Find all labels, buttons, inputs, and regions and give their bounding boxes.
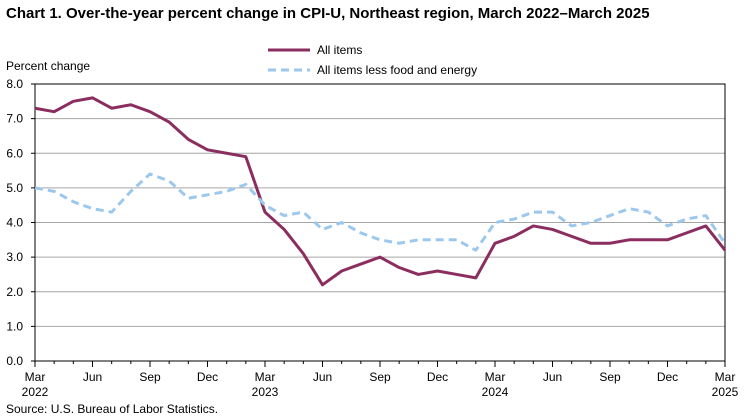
x-tick-year-label: 2025	[712, 385, 739, 399]
x-tick-year-label: 2022	[22, 385, 49, 399]
legend: All items All items less food and energy	[268, 43, 477, 77]
x-tick-label: Sep	[369, 370, 391, 384]
x-tick-label: Dec	[657, 370, 678, 384]
series-line-all-items	[34, 96, 727, 287]
y-tick-labels: 0.0 1.0 2.0 3.0 4.0 5.0 6.0 7.0 8.0	[6, 77, 23, 368]
y-tick-label: 3.0	[6, 250, 23, 264]
y-tick-label: 2.0	[6, 285, 23, 299]
y-tick-label: 7.0	[6, 112, 23, 126]
legend-label: All items	[317, 43, 362, 57]
x-tick-label: Jun	[83, 370, 102, 384]
x-tick-label: Dec	[197, 370, 218, 384]
x-tick-label: Mar	[485, 370, 506, 384]
y-tick-label: 8.0	[6, 77, 23, 91]
series-line-all-items-less-food-energy	[34, 172, 727, 252]
series-lines	[34, 96, 727, 287]
x-tick-label: Jun	[313, 370, 332, 384]
axes	[31, 83, 726, 367]
y-tick-label: 1.0	[6, 319, 23, 333]
x-tick-label: Sep	[599, 370, 621, 384]
x-tick-year-label: 2024	[482, 385, 509, 399]
x-tick-year-label: 2023	[252, 385, 279, 399]
y-tick-label: 0.0	[6, 354, 23, 368]
x-tick-label: Mar	[255, 370, 276, 384]
x-tick-label: Dec	[427, 370, 448, 384]
x-tick-label: Sep	[139, 370, 161, 384]
y-axis-label: Percent change	[6, 59, 90, 73]
y-tick-label: 5.0	[6, 181, 23, 195]
chart-title: Chart 1. Over-the-year percent change in…	[6, 5, 650, 22]
y-tick-label: 4.0	[6, 216, 23, 230]
legend-label: All items less food and energy	[317, 63, 477, 77]
x-tick-label: Jun	[543, 370, 562, 384]
x-tick-label: Mar	[25, 370, 46, 384]
y-tick-label: 6.0	[6, 146, 23, 160]
source-note: Source: U.S. Bureau of Labor Statistics.	[6, 402, 219, 416]
x-tick-label: Mar	[715, 370, 736, 384]
